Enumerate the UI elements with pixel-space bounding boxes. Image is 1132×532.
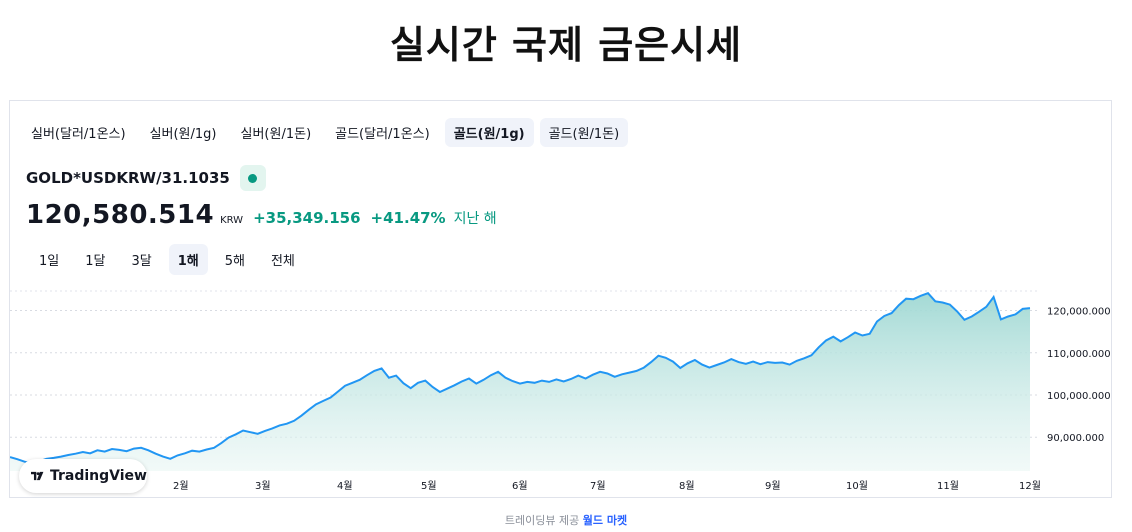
x-tick-label: 11월 [937, 480, 959, 492]
price-change-percent: +41.47% [370, 209, 446, 227]
tradingview-icon [31, 471, 44, 481]
range-1d[interactable]: 1일 [39, 254, 60, 269]
gold-price-widget: 실버(달러/1온스) 실버(원/1g) 실버(원/1돈) 골드(달러/1온스) … [9, 100, 1112, 498]
y-tick-label: 120,000.000 [1047, 307, 1111, 318]
symbol-name: GOLD*USDKRW/31.1035 [26, 169, 230, 187]
tab-silver-usd-oz[interactable]: 실버(달러/1온스) [31, 127, 126, 142]
range-1m[interactable]: 1달 [85, 254, 106, 269]
market-status-badge[interactable] [239, 165, 266, 191]
x-tick-label: 8월 [679, 480, 695, 492]
price-change: +35,349.156 [253, 209, 361, 227]
y-tick-label: 110,000.000 [1047, 349, 1111, 360]
x-tick-label: 5월 [421, 480, 437, 492]
footer-credit: 트레이딩뷰 제공 월드 마켓 [0, 512, 1132, 528]
x-tick-label: 7월 [590, 480, 606, 492]
currency-label: KRW [220, 215, 244, 226]
range-3m[interactable]: 3달 [131, 254, 152, 269]
tab-gold-krw-don[interactable]: 골드(원/1돈) [539, 118, 629, 147]
market-open-dot-icon [248, 173, 258, 183]
x-tick-label: 10월 [846, 480, 868, 492]
symbol-row: GOLD*USDKRW/31.1035 [26, 165, 266, 191]
tab-silver-krw-don[interactable]: 실버(원/1돈) [240, 127, 312, 142]
x-tick-label: 4월 [337, 480, 353, 492]
tab-gold-usd-oz[interactable]: 골드(달러/1온스) [335, 127, 430, 142]
price-row: 120,580.514 KRW +35,349.156 +41.47% 지난 해 [26, 200, 497, 230]
range-selector: 1일 1달 3달 1해 5해 전체 [30, 244, 304, 275]
y-tick-label: 90,000.000 [1047, 433, 1104, 444]
range-all[interactable]: 전체 [270, 254, 295, 269]
y-tick-label: 100,000.000 [1047, 391, 1111, 402]
x-axis: 2월 3월 4월 5월 6월 7월 8월 9월 10월 11월 12월 [173, 480, 1041, 492]
y-axis: 90,000.000 100,000.000 110,000.000 120,000.… [1047, 307, 1111, 445]
change-period: 지난 해 [453, 211, 497, 227]
tab-silver-krw-g[interactable]: 실버(원/1g) [149, 127, 217, 142]
tab-gold-krw-g[interactable]: 골드(원/1g) [444, 118, 534, 147]
last-price: 120,580.514 [26, 200, 215, 230]
footer-link-world-market[interactable]: 월드 마켓 [582, 514, 628, 527]
commodity-tabs: 실버(달러/1온스) 실버(원/1g) 실버(원/1돈) 골드(달러/1온스) … [22, 118, 629, 147]
range-5y[interactable]: 5해 [224, 254, 245, 269]
tradingview-logo[interactable]: TradingView [19, 459, 147, 493]
price-line [10, 292, 1031, 465]
x-tick-label: 3월 [255, 480, 271, 492]
x-tick-label: 9월 [765, 480, 781, 492]
x-tick-label: 2월 [173, 480, 189, 492]
x-tick-label: 6월 [512, 480, 528, 492]
tradingview-logo-text: TradingView [50, 468, 147, 484]
x-tick-label: 12월 [1019, 480, 1041, 492]
page-title: 실시간 국제 금은시세 [389, 23, 743, 67]
price-area-fill [10, 293, 1030, 471]
footer-prefix: 트레이딩뷰 제공 [504, 514, 580, 527]
price-area-chart[interactable]: 90,000.000 100,000.000 110,000.000 120,000.… [10, 101, 1111, 497]
range-1y[interactable]: 1해 [168, 244, 208, 275]
